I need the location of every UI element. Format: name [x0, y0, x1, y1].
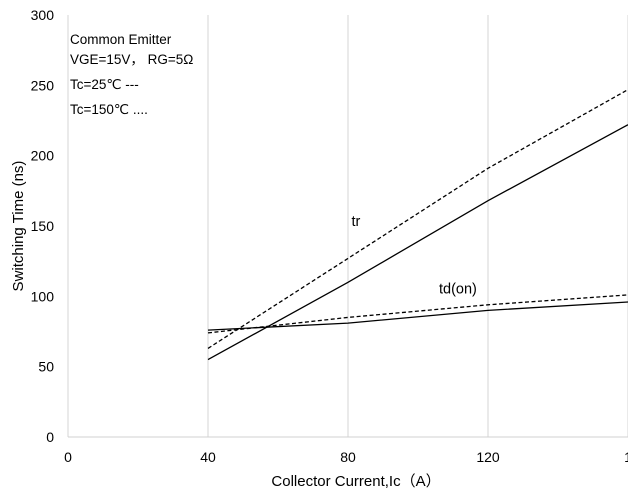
series-lines	[207, 89, 628, 361]
tr-series-line	[207, 89, 628, 349]
series-labels: tr td(on)	[352, 214, 477, 298]
y-tick-label: 100	[31, 288, 55, 304]
y-tick-label: 150	[31, 218, 55, 234]
annotation-text: Tc=150℃ ....	[70, 102, 148, 117]
grid-lines	[67, 15, 628, 437]
y-tick-label: 300	[31, 7, 55, 23]
annotation-text: Common Emitter	[70, 32, 172, 47]
annotation-box: Common Emitter VGE=15V， RG=5Ω Tc=25℃ --- Tc…	[70, 32, 193, 117]
y-tick-label: 200	[31, 148, 55, 164]
series-label: tr	[352, 214, 361, 230]
tr-series-line	[207, 124, 628, 361]
y-axis-title: Switching Time (ns)	[10, 161, 27, 292]
y-tick-label: 50	[38, 359, 54, 375]
x-tick-label: 0	[64, 449, 72, 465]
td-on-series-line	[207, 301, 628, 331]
y-tick-label: 0	[46, 429, 54, 445]
x-axis-title: Collector Current,Ic（A）	[271, 473, 440, 490]
x-tick-label: 40	[200, 449, 216, 465]
series-label: td(on)	[439, 282, 477, 298]
y-tick-label: 250	[31, 77, 55, 93]
x-tick-label: 1	[624, 449, 628, 465]
x-tick-label: 120	[476, 449, 500, 465]
annotation-text: Tc=25℃ ---	[70, 77, 139, 92]
annotation-text: VGE=15V， RG=5Ω	[70, 52, 193, 67]
td-on-series-line	[207, 294, 628, 334]
x-tick-label: 80	[340, 449, 356, 465]
tick-labels: 0 40 80 120 1 0 50 100 150 200 250 300	[31, 7, 628, 465]
